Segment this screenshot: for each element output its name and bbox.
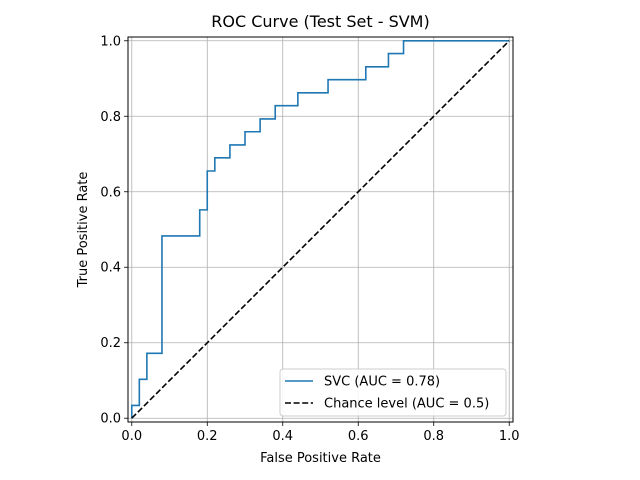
- grid-lines: [128, 37, 513, 422]
- y-tick-label: 0.6: [100, 185, 121, 200]
- legend-label: SVC (AUC = 0.78): [324, 375, 440, 390]
- x-tick-label: 0.0: [121, 429, 142, 444]
- x-tick-label: 1.0: [499, 429, 520, 444]
- legend-label: Chance level (AUC = 0.5): [324, 397, 489, 412]
- axis-ticks: 0.0 0.2 0.4 0.6 0.8 1.0 0.0 0.2 0.4 0.6 0.8 1.0: [100, 34, 519, 444]
- plot-frame: [127, 36, 514, 423]
- legend: SVC (AUC = 0.78) Chance level (AUC = 0.5): [279, 368, 507, 417]
- x-tick-label: 0.2: [197, 429, 218, 444]
- x-tick-label: 0.8: [423, 429, 444, 444]
- svc-roc-line: [130, 39, 510, 419]
- y-tick-label: 1.0: [100, 34, 121, 49]
- series-layer: [130, 39, 510, 419]
- x-axis-label: False Positive Rate: [260, 451, 381, 466]
- y-tick-label: 0.0: [100, 412, 121, 427]
- chance-level-line: [131, 40, 510, 419]
- y-tick-label: 0.8: [100, 110, 121, 125]
- y-tick-label: 0.2: [100, 336, 121, 351]
- chart-title: ROC Curve (Test Set - SVM): [211, 12, 429, 31]
- legend-box: [279, 368, 507, 417]
- x-tick-label: 0.4: [272, 429, 293, 444]
- y-tick-label: 0.4: [100, 261, 121, 276]
- x-tick-label: 0.6: [348, 429, 369, 444]
- y-axis-label: True Positive Rate: [76, 172, 91, 289]
